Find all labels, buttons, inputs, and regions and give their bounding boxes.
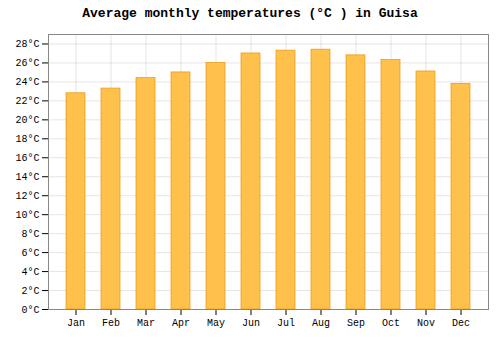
svg-text:Sep: Sep (347, 318, 365, 329)
svg-text:14°C: 14°C (15, 172, 39, 183)
svg-text:26°C: 26°C (15, 58, 39, 69)
svg-text:0°C: 0°C (21, 305, 39, 316)
svg-text:28°C: 28°C (15, 39, 39, 50)
svg-text:20°C: 20°C (15, 115, 39, 126)
svg-text:Oct: Oct (382, 318, 400, 329)
svg-text:18°C: 18°C (15, 134, 39, 145)
svg-text:4°C: 4°C (21, 267, 39, 278)
svg-text:Mar: Mar (137, 318, 155, 329)
svg-text:8°C: 8°C (21, 229, 39, 240)
svg-text:Nov: Nov (417, 318, 435, 329)
svg-text:Feb: Feb (102, 318, 120, 329)
svg-text:Dec: Dec (452, 318, 470, 329)
svg-text:Apr: Apr (172, 318, 190, 329)
html-text:Average monthly temperatures (: Average monthly temperatures (°C ) in Gu… (82, 6, 418, 21)
svg-text:Jan: Jan (67, 318, 85, 329)
svg-text:10°C: 10°C (15, 210, 39, 221)
svg-text:Jul: Jul (277, 318, 295, 329)
svg-text:22°C: 22°C (15, 96, 39, 107)
svg-text:2°C: 2°C (21, 286, 39, 297)
svg-text:Aug: Aug (312, 318, 330, 329)
svg-text:16°C: 16°C (15, 153, 39, 164)
svg-text:12°C: 12°C (15, 191, 39, 202)
svg-text:24°C: 24°C (15, 77, 39, 88)
svg-text:May: May (207, 318, 225, 329)
svg-text:6°C: 6°C (21, 248, 39, 259)
svg-text:Jun: Jun (242, 318, 260, 329)
